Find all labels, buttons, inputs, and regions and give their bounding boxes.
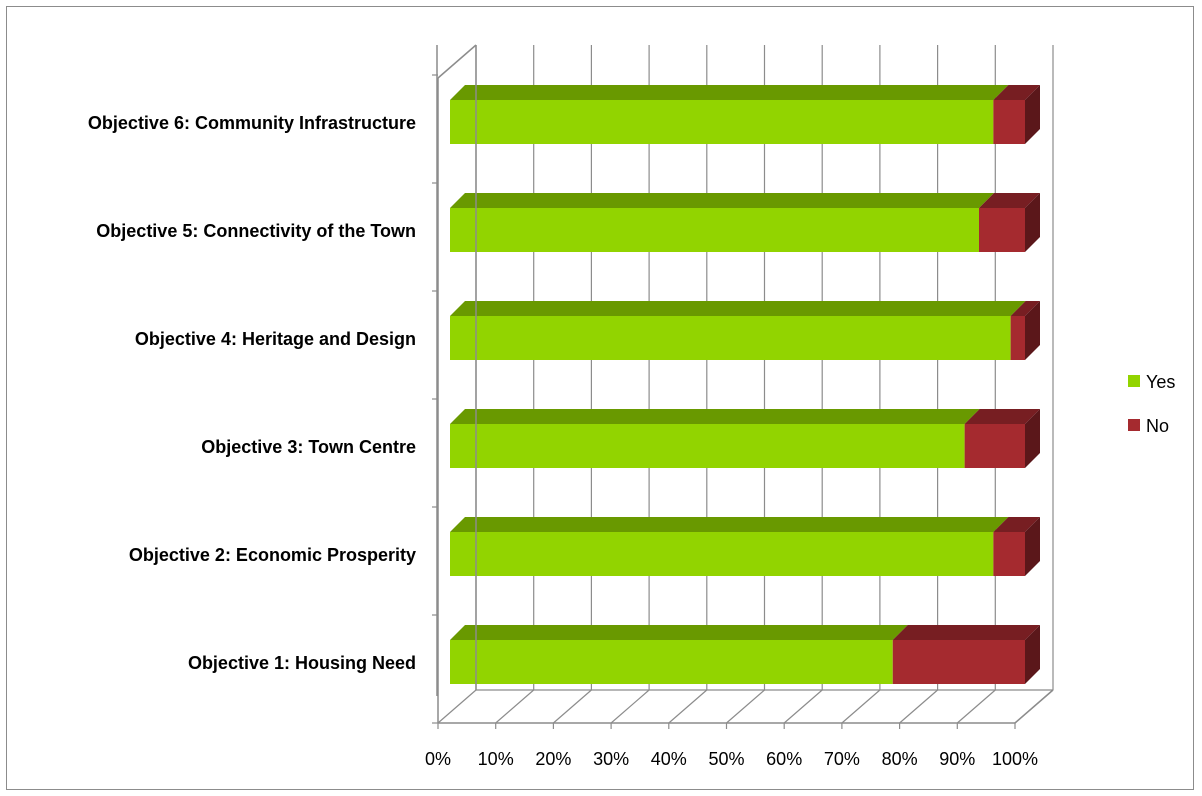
bar-no-2-side xyxy=(1025,517,1040,576)
x-tick-label-2: 20% xyxy=(535,749,571,769)
x-tick-labels: 0% 10% 20% 30% 40% 50% 60% 70% 80% 90% 100% xyxy=(425,749,1038,769)
bar-no-1 xyxy=(892,625,1040,684)
bar-yes-1 xyxy=(450,625,908,684)
bar-yes-4-front xyxy=(450,316,1011,360)
bar-yes-3-front xyxy=(450,424,965,468)
bar-no-6-side xyxy=(1025,85,1040,144)
x-tick-label-3: 30% xyxy=(593,749,629,769)
bar-no-6-front xyxy=(993,100,1025,144)
bar-yes-2-front xyxy=(450,532,994,576)
floor-gridline-5 xyxy=(726,689,765,724)
bar-yes-5 xyxy=(450,193,994,252)
bar-yes-3 xyxy=(450,409,980,468)
legend: Yes No xyxy=(1128,372,1175,436)
category-label-3: Objective 3: Town Centre xyxy=(201,437,416,457)
axes xyxy=(432,44,1054,729)
bar-no-5-side xyxy=(1025,193,1040,252)
bar-no-3 xyxy=(964,409,1040,468)
x-tick-label-7: 70% xyxy=(824,749,860,769)
x-tick-label-0: 0% xyxy=(425,749,451,769)
x-tick-label-9: 90% xyxy=(939,749,975,769)
category-label-5: Objective 5: Connectivity of the Town xyxy=(96,221,416,241)
bar-yes-4 xyxy=(450,301,1026,360)
bar-no-5-top xyxy=(979,193,1040,208)
bar-no-3-top xyxy=(964,409,1040,424)
floor-gridline-0 xyxy=(437,689,477,724)
category-label-6: Objective 6: Community Infrastructure xyxy=(88,113,416,133)
floor-gridline-2 xyxy=(553,689,592,724)
bar-no-5 xyxy=(979,193,1040,252)
bar-yes-2-top xyxy=(450,517,1009,532)
bar-no-1-side xyxy=(1025,625,1040,684)
category-label-1: Objective 1: Housing Need xyxy=(188,653,416,673)
bar-no-1-top xyxy=(892,625,1040,640)
bar-yes-4-top xyxy=(450,301,1026,316)
floor-gridline-1 xyxy=(495,689,535,724)
bar-no-4-side xyxy=(1025,301,1040,360)
x-tick-label-5: 50% xyxy=(708,749,744,769)
category-label-4: Objective 4: Heritage and Design xyxy=(135,329,416,349)
x-tick-label-6: 60% xyxy=(766,749,802,769)
bar-no-2-front xyxy=(993,532,1025,576)
bar-no-6 xyxy=(993,85,1040,144)
gridlines xyxy=(437,45,1054,724)
category-labels: Objective 1: Housing Need Objective 2: Ec… xyxy=(88,113,416,673)
bar-yes-1-top xyxy=(450,625,908,640)
bar-no-4-top xyxy=(1010,301,1040,316)
bar-no-5-front xyxy=(979,208,1025,252)
bar-no-3-side xyxy=(1025,409,1040,468)
bar-no-4-front xyxy=(1010,316,1025,360)
legend-label-no: No xyxy=(1146,416,1169,436)
bars xyxy=(450,85,1040,684)
bar-yes-6-top xyxy=(450,85,1009,100)
category-label-2: Objective 2: Economic Prosperity xyxy=(129,545,416,565)
bar-yes-6-front xyxy=(450,100,994,144)
x-tick-label-8: 80% xyxy=(882,749,918,769)
floor-gridline-7 xyxy=(841,689,881,724)
bar-no-6-top xyxy=(993,85,1040,100)
bar-no-1-front xyxy=(892,640,1025,684)
bar-yes-5-front xyxy=(450,208,979,252)
bar-yes-2 xyxy=(450,517,1009,576)
bar-no-2 xyxy=(993,517,1040,576)
x-tick-label-10: 100% xyxy=(992,749,1038,769)
floor-right-edge xyxy=(1014,689,1054,724)
floor-gridline-4 xyxy=(668,689,708,724)
legend-swatch-yes xyxy=(1128,375,1140,387)
floor-gridline-6 xyxy=(783,689,823,724)
y-axis-depth-top xyxy=(437,44,477,79)
floor-gridline-3 xyxy=(610,689,650,724)
bar-no-2-top xyxy=(993,517,1040,532)
bar-yes-5-top xyxy=(450,193,994,208)
x-tick-label-1: 10% xyxy=(478,749,514,769)
legend-swatch-no xyxy=(1128,419,1140,431)
bar-no-3-front xyxy=(964,424,1025,468)
x-tick-label-4: 40% xyxy=(651,749,687,769)
floor-gridline-9 xyxy=(956,689,996,724)
legend-label-yes: Yes xyxy=(1146,372,1175,392)
bar-yes-3-top xyxy=(450,409,980,424)
bar-yes-1-front xyxy=(450,640,893,684)
bar-no-4 xyxy=(1010,301,1040,360)
bar-yes-6 xyxy=(450,85,1009,144)
floor-gridline-8 xyxy=(899,689,938,724)
